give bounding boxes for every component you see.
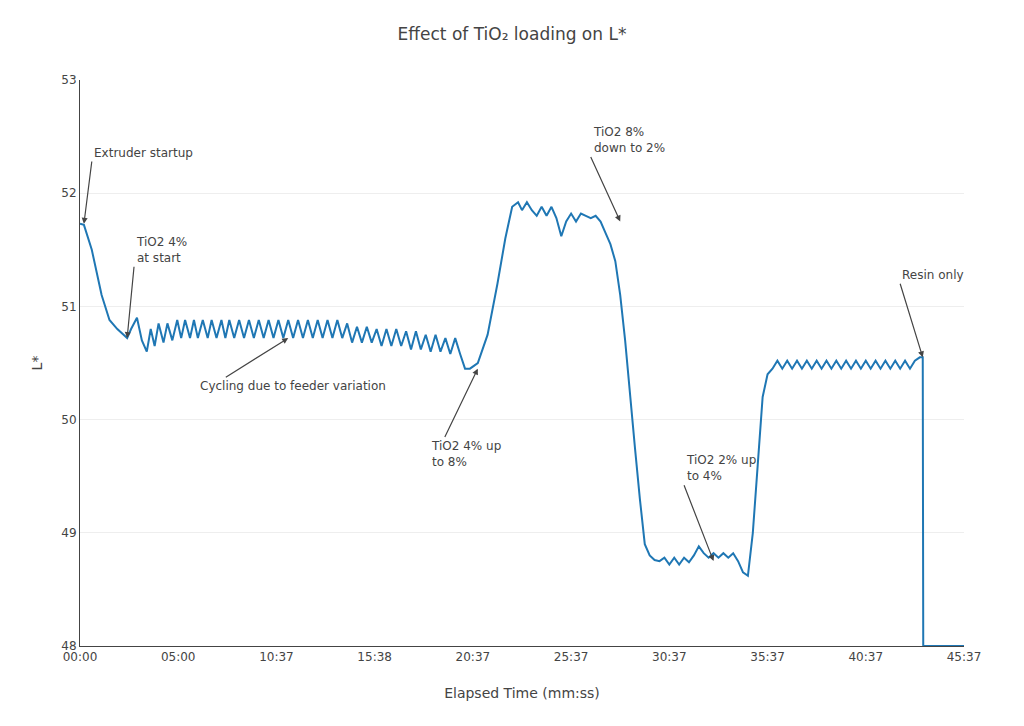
- svg-text:53: 53: [61, 73, 76, 87]
- svg-text:30:37: 30:37: [652, 650, 687, 664]
- svg-text:TiO2 4%at start: TiO2 4%at start: [136, 235, 187, 265]
- svg-text:51: 51: [61, 300, 76, 314]
- svg-text:L*: L*: [29, 356, 45, 371]
- svg-text:05:00: 05:00: [161, 650, 196, 664]
- svg-text:50: 50: [61, 413, 76, 427]
- svg-text:00:00: 00:00: [63, 650, 98, 664]
- svg-text:49: 49: [61, 526, 76, 540]
- svg-text:40:37: 40:37: [848, 650, 883, 664]
- svg-text:48: 48: [61, 639, 76, 653]
- svg-text:Cycling due to feeder variatio: Cycling due to feeder variation: [200, 379, 386, 393]
- svg-text:Resin only: Resin only: [902, 268, 964, 282]
- svg-text:TiO2 8%down to 2%: TiO2 8%down to 2%: [593, 125, 665, 155]
- svg-text:Effect of TiO₂ loading on L*: Effect of TiO₂ loading on L*: [398, 24, 627, 44]
- svg-text:35:37: 35:37: [750, 650, 785, 664]
- svg-text:TiO2 4% upto 8%: TiO2 4% upto 8%: [431, 439, 501, 469]
- svg-text:TiO2 2% upto 4%: TiO2 2% upto 4%: [686, 453, 756, 483]
- svg-text:Extruder startup: Extruder startup: [94, 146, 193, 160]
- svg-text:20:37: 20:37: [456, 650, 491, 664]
- svg-text:15:38: 15:38: [357, 650, 392, 664]
- svg-text:52: 52: [61, 186, 76, 200]
- svg-text:45:37: 45:37: [947, 650, 982, 664]
- svg-text:25:37: 25:37: [554, 650, 589, 664]
- svg-text:10:37: 10:37: [259, 650, 294, 664]
- svg-text:Elapsed Time (mm:ss): Elapsed Time (mm:ss): [444, 685, 600, 701]
